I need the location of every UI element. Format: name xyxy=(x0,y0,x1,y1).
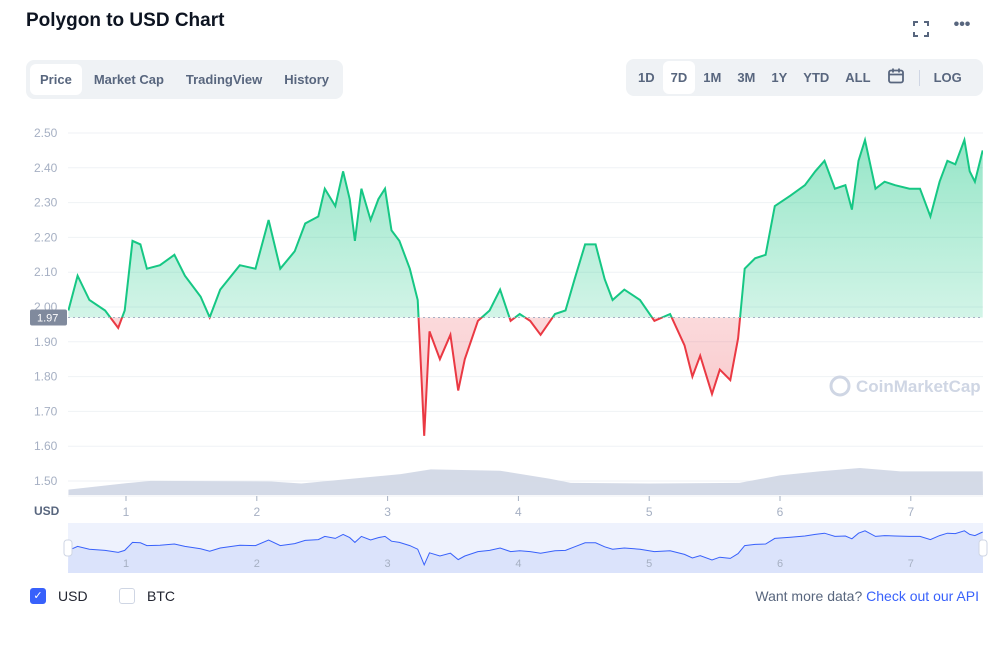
navigator-tick-label: 2 xyxy=(254,558,260,570)
navigator-tick-label: 5 xyxy=(646,558,652,570)
navigator-handle-left[interactable] xyxy=(63,539,73,557)
navigator-tick-label: 6 xyxy=(777,558,783,570)
price-area-down xyxy=(110,317,741,436)
navigator-area xyxy=(68,530,983,573)
y-tick-label: 1.80 xyxy=(34,370,58,384)
x-tick-label: 5 xyxy=(646,505,653,519)
api-promo: Want more data? Check out our API xyxy=(755,588,979,604)
volume-area xyxy=(68,468,983,495)
tab-price[interactable]: Price xyxy=(30,64,82,95)
y-tick-label: 2.50 xyxy=(34,126,58,140)
page-title: Polygon to USD Chart xyxy=(26,10,225,31)
x-tick-label: 3 xyxy=(384,505,391,519)
usd-label: USD xyxy=(58,588,88,604)
tab-history[interactable]: History xyxy=(284,72,330,87)
navigator-tick-label: 1 xyxy=(123,558,129,570)
navigator-line xyxy=(68,530,983,567)
price-line-up xyxy=(68,136,983,318)
baseline-label: 1.97 xyxy=(37,312,58,324)
x-tick-label: 4 xyxy=(515,505,522,519)
y-tick-label: 1.50 xyxy=(34,474,58,488)
more-icon[interactable]: ••• xyxy=(953,16,971,33)
y-tick-label: 2.30 xyxy=(34,196,58,210)
y-tick-label: 2.10 xyxy=(34,265,58,279)
btc-checkbox[interactable] xyxy=(119,588,135,604)
time-range-selector: 1D 7D 1M 3M 1Y YTD ALL LOG xyxy=(626,59,983,96)
watermark-text: CoinMarketCap xyxy=(856,377,981,396)
legend-btc[interactable]: BTC xyxy=(119,588,175,604)
price-area-up xyxy=(68,140,983,318)
navigator-tick-label: 4 xyxy=(515,558,521,570)
x-tick-label: 2 xyxy=(253,505,260,519)
navigator-tick-label: 7 xyxy=(908,558,914,570)
range-ytd[interactable]: YTD xyxy=(803,70,830,85)
range-1d[interactable]: 1D xyxy=(638,70,655,85)
btc-label: BTC xyxy=(147,588,175,604)
api-prefix: Want more data? xyxy=(755,588,863,604)
y-tick-label: 2.40 xyxy=(34,161,58,175)
api-link[interactable]: Check out our API xyxy=(866,588,979,604)
x-tick-label: 6 xyxy=(777,505,784,519)
chart-type-tabs: Price Market Cap TradingView History xyxy=(26,60,344,99)
baseline-label-bg xyxy=(30,309,67,326)
y-tick-label: 1.70 xyxy=(34,404,58,418)
navigator-handle-right[interactable] xyxy=(978,539,988,557)
x-tick-label: 1 xyxy=(123,505,130,519)
range-navigator[interactable]: 1 2 3 4 5 6 7 xyxy=(63,523,988,573)
tab-tradingview[interactable]: TradingView xyxy=(185,72,263,87)
y-axis-unit: USD xyxy=(34,504,60,518)
legend-usd[interactable]: ✓ USD xyxy=(30,588,88,604)
range-7d[interactable]: 7D xyxy=(662,61,696,94)
y-tick-label: 1.90 xyxy=(34,335,58,349)
x-tick-label: 7 xyxy=(907,505,914,519)
divider xyxy=(918,69,920,86)
coinmarketcap-watermark: CoinMarketCap xyxy=(829,375,981,397)
range-1m[interactable]: 1M xyxy=(703,70,722,85)
price-chart[interactable]: 2.502.402.302.202.102.001.901.801.701.60… xyxy=(0,0,997,580)
fullscreen-icon[interactable] xyxy=(910,18,932,40)
range-3m[interactable]: 3M xyxy=(737,70,756,85)
usd-checkbox[interactable]: ✓ xyxy=(30,588,46,604)
calendar-icon[interactable] xyxy=(879,61,913,94)
range-all[interactable]: ALL xyxy=(845,70,871,85)
range-1y[interactable]: 1Y xyxy=(771,70,788,85)
navigator-tick-label: 3 xyxy=(385,558,391,570)
y-tick-label: 2.20 xyxy=(34,230,58,244)
y-tick-label: 1.60 xyxy=(34,439,58,453)
tab-market-cap[interactable]: Market Cap xyxy=(93,72,164,87)
watermark-logo xyxy=(829,375,851,397)
log-scale-toggle[interactable]: LOG xyxy=(933,70,962,85)
